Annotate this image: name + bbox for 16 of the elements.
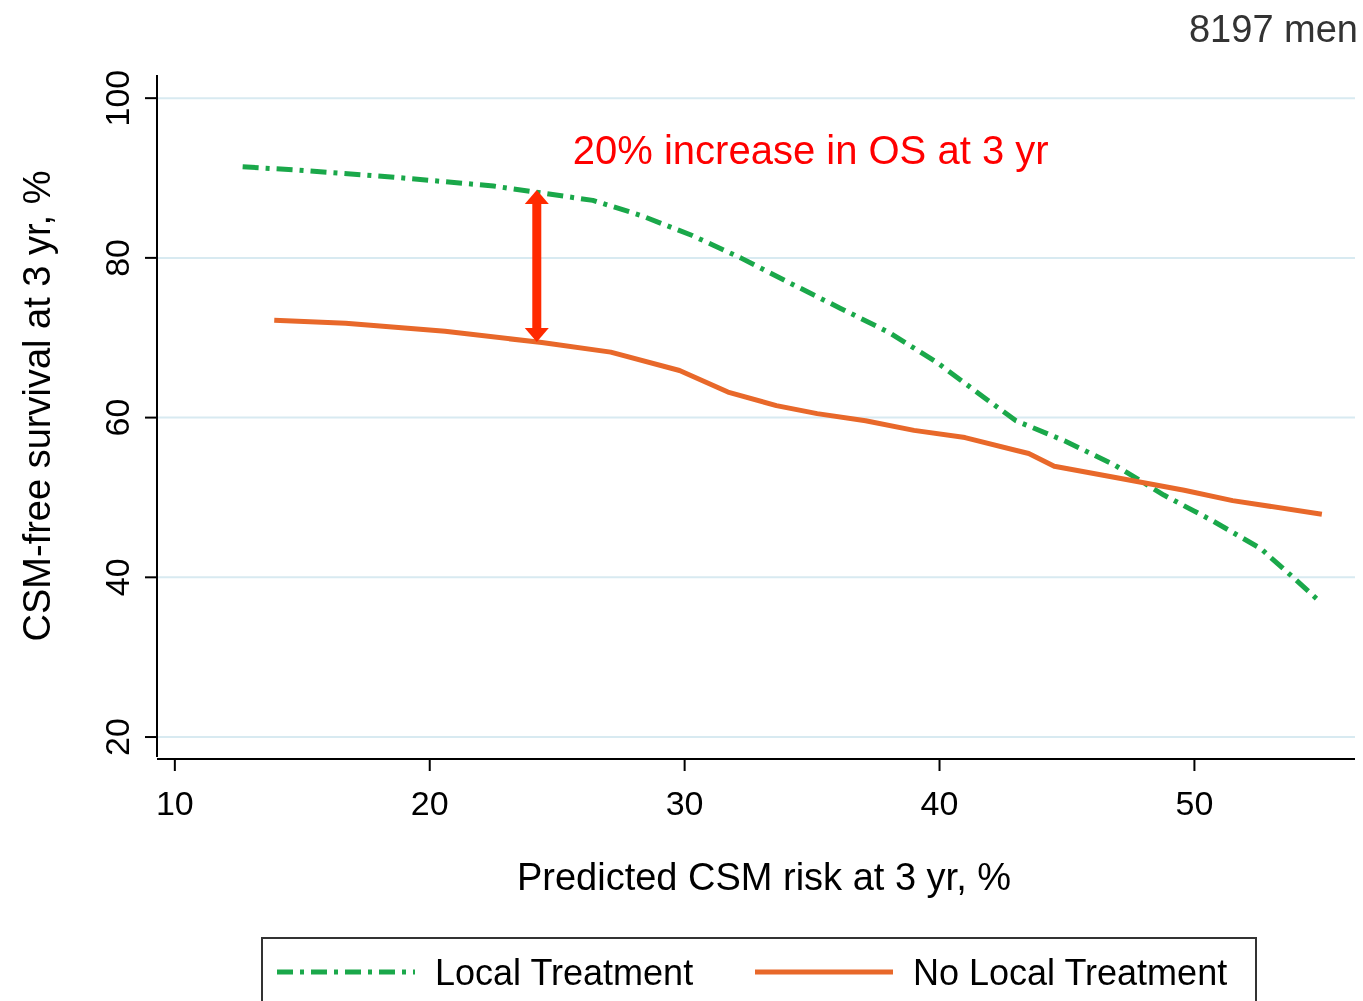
y-tick-label: 20 [98, 718, 136, 756]
legend-label: No Local Treatment [913, 952, 1228, 993]
y-tick-label: 40 [98, 558, 136, 597]
y-tick-label: 80 [98, 238, 136, 277]
x-tick-label: 20 [410, 784, 449, 822]
x-tick-label: 40 [920, 784, 959, 822]
y-axis-title: CSM-free survival at 3 yr, % [16, 170, 58, 642]
text: 8197 men [1188, 8, 1358, 50]
y-tick-label: 100 [98, 69, 136, 127]
y-tick-label: 60 [98, 398, 136, 437]
x-tick-label: 50 [1175, 784, 1214, 822]
x-tick-label: 10 [155, 784, 194, 822]
legend-label: Local Treatment [435, 952, 694, 993]
x-tick-label: 30 [665, 784, 704, 822]
x-axis-title: Predicted CSM risk at 3 yr, % [516, 856, 1012, 898]
annotation: 20% increase in OS at 3 yr [572, 128, 1049, 172]
